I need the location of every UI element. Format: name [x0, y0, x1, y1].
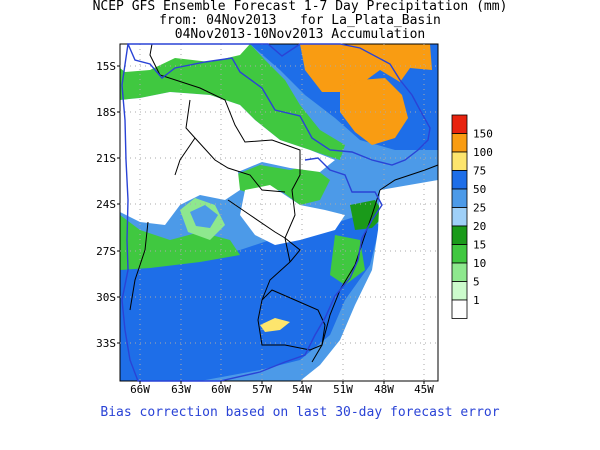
legend-swatch — [451, 281, 468, 301]
legend-swatch — [451, 133, 468, 153]
legend-swatch — [451, 244, 468, 264]
field-west-10 — [120, 215, 240, 270]
legend-label: 1 — [473, 294, 480, 307]
legend-label: 25 — [473, 202, 486, 215]
lon-label: 66W — [130, 383, 150, 396]
bias-correction-note: Bias correction based on last 30-day for… — [100, 405, 500, 420]
country-borders — [129, 43, 439, 363]
lat-label: 15S — [96, 60, 116, 73]
lon-label: 63W — [171, 383, 191, 396]
plot-frame — [119, 43, 439, 382]
coastline-northeast — [379, 164, 439, 191]
field-mid-10 — [235, 165, 330, 205]
field-center-25 — [190, 205, 218, 228]
lat-label: 24S — [96, 198, 116, 211]
legend-label: 50 — [473, 183, 486, 196]
legend: 150 100 75 50 25 20 15 10 5 1 — [451, 114, 493, 319]
legend-swatch — [451, 225, 468, 245]
field-south-50 — [120, 215, 380, 381]
legend-label: 5 — [473, 276, 480, 289]
legend-swatch — [451, 299, 468, 319]
legend-swatch — [451, 151, 468, 171]
lat-label: 21S — [96, 152, 116, 165]
basin-outline — [121, 43, 431, 382]
legend-swatch — [451, 262, 468, 282]
legend-label: 15 — [473, 239, 486, 252]
precipitation-field — [120, 44, 438, 381]
border-bolivia-argentina — [174, 137, 196, 176]
legend-swatch — [451, 207, 468, 227]
title-line-1: NCEP GFS Ensemble Forecast 1-7 Day Preci… — [92, 0, 508, 14]
field-dry-center — [240, 185, 345, 245]
border-bolivia-paraguay — [185, 99, 286, 193]
field-south-75 — [260, 318, 290, 332]
grid-lines — [120, 44, 438, 381]
legend-label: 150 — [473, 128, 493, 141]
lon-label: 60W — [211, 383, 231, 396]
lon-label: 48W — [374, 383, 394, 396]
legend-swatch — [451, 170, 468, 190]
field-north-100 — [300, 44, 432, 92]
field-east-10 — [330, 235, 365, 285]
border-bolivia-brazil — [149, 43, 301, 263]
longitude-labels: 66W 63W 60W 57W 54W 51W 48W 45W — [130, 381, 434, 396]
title-line-3: 04Nov2013-10Nov2013 Accumulation — [174, 27, 426, 42]
lat-label: 18S — [96, 106, 116, 119]
lon-label: 54W — [292, 383, 312, 396]
latitude-labels: 15S 18S 21S 24S 27S 30S 33S — [96, 60, 120, 350]
lat-label: 27S — [96, 245, 116, 258]
field-dry-top — [120, 44, 250, 72]
lon-label: 45W — [414, 383, 434, 396]
field-northwest-10 — [120, 44, 345, 160]
lat-label: 30S — [96, 291, 116, 304]
border-chile-argentina — [129, 221, 149, 311]
coastline-south — [311, 189, 381, 363]
field-east-15 — [350, 200, 385, 230]
field-dry-north — [120, 92, 335, 225]
title-line-2: from: 04Nov2013 for La_Plata_Basin — [159, 13, 441, 28]
border-paraguay-argentina — [227, 199, 301, 263]
lon-label: 51W — [333, 383, 353, 396]
border-argentina-brazil — [261, 261, 291, 301]
legend-label: 100 — [473, 146, 493, 159]
legend-swatch — [451, 114, 468, 134]
field-north-100-b — [340, 78, 408, 145]
legend-label: 75 — [473, 165, 486, 178]
legend-label: 20 — [473, 220, 486, 233]
legend-label: 10 — [473, 257, 486, 270]
lon-label: 57W — [252, 383, 272, 396]
field-dry-east-ocean — [300, 180, 438, 381]
legend-swatch — [451, 188, 468, 208]
lat-label: 33S — [96, 337, 116, 350]
